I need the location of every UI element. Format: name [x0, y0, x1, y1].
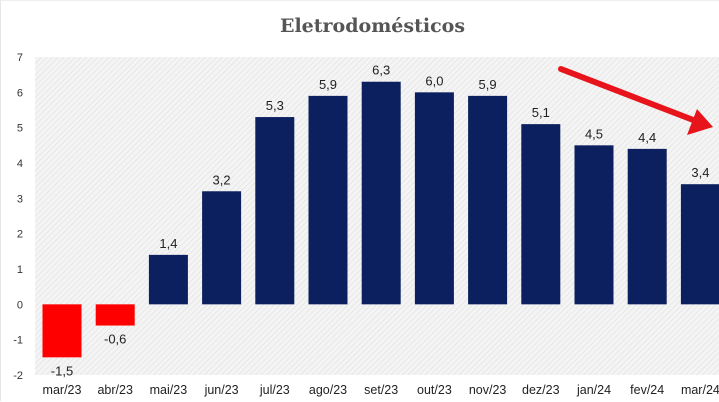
x-tick-label: mai/23 [150, 383, 188, 397]
data-label: 5,9 [319, 77, 337, 92]
bar [309, 96, 348, 304]
data-label: 5,3 [266, 98, 284, 113]
y-tick-label: 0 [17, 299, 23, 311]
bar [202, 191, 241, 304]
y-tick-label: 3 [17, 193, 23, 205]
bar [521, 124, 560, 304]
data-label: 6,0 [425, 73, 443, 88]
data-label: 3,4 [691, 165, 709, 180]
data-label: -0,6 [104, 332, 126, 347]
bar [149, 255, 188, 304]
y-tick-label: 4 [17, 158, 23, 170]
data-label: 6,3 [372, 63, 390, 78]
x-tick-label: abr/23 [97, 383, 132, 397]
bar [575, 145, 614, 304]
y-tick-label: 1 [17, 264, 23, 276]
x-tick-label: nov/23 [469, 383, 507, 397]
x-tick-label: jun/23 [204, 383, 239, 397]
y-tick-label: 5 [17, 123, 23, 135]
data-label: 1,4 [159, 236, 177, 251]
bar [255, 117, 294, 304]
y-tick-label: 6 [17, 87, 23, 99]
bar [468, 96, 507, 304]
y-tick-label: 7 [17, 52, 23, 64]
bar [628, 149, 667, 304]
data-label: 3,2 [213, 172, 231, 187]
x-tick-label: mar/24 [681, 383, 719, 397]
x-tick-label: jul/23 [259, 383, 290, 397]
data-label: 5,1 [532, 105, 550, 120]
data-label: 4,4 [638, 130, 656, 145]
x-tick-label: mar/23 [43, 383, 82, 397]
bar [362, 82, 401, 305]
bar [415, 92, 454, 304]
x-tick-label: out/23 [417, 383, 452, 397]
data-label: -1,5 [51, 363, 73, 378]
y-tick-label: -1 [13, 335, 23, 347]
x-tick-label: fev/24 [630, 383, 664, 397]
data-label: 5,9 [479, 77, 497, 92]
data-label: 4,5 [585, 126, 603, 141]
x-tick-label: dez/23 [522, 383, 560, 397]
bar [681, 184, 719, 304]
y-axis: -2 -1 0 1 2 3 4 5 6 7 [13, 52, 23, 382]
y-tick-label: -2 [13, 370, 23, 382]
y-tick-label: 2 [17, 229, 23, 241]
bar [43, 304, 82, 357]
bar [96, 304, 135, 325]
x-tick-label: jan/24 [576, 383, 611, 397]
x-tick-label: ago/23 [309, 383, 347, 397]
x-axis: mar/23 abr/23 mai/23 jun/23 jul/23 ago/23 set/… [43, 383, 719, 397]
x-tick-label: set/23 [364, 383, 398, 397]
